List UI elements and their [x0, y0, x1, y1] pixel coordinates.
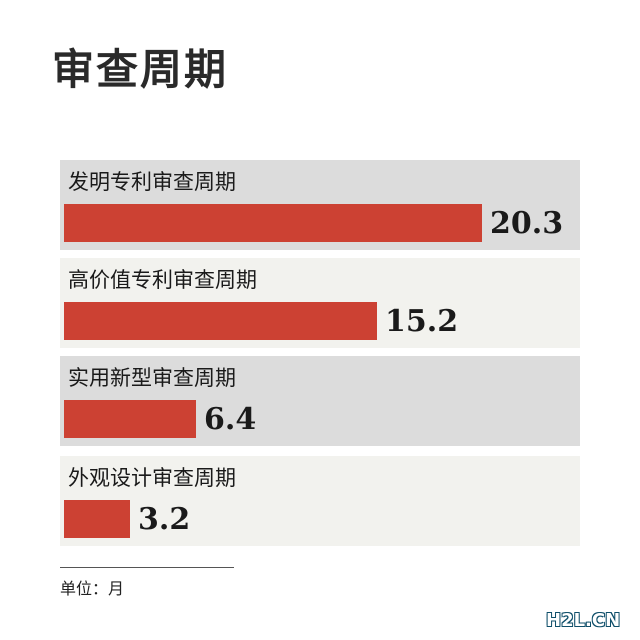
- bar: [64, 400, 196, 438]
- value-label: 15.2: [385, 304, 459, 339]
- bar: [64, 302, 377, 340]
- value-label: 6.4: [204, 402, 257, 437]
- category-label: 高价值专利审查周期: [68, 268, 257, 292]
- category-panel: 外观设计审查周期 3.2: [60, 456, 580, 546]
- watermark-logo: H2L.CN: [546, 610, 621, 631]
- category-label: 实用新型审查周期: [68, 366, 236, 390]
- unit-label: 单位：月: [60, 579, 125, 598]
- category-label: 外观设计审查周期: [68, 466, 236, 490]
- value-label: 3.2: [138, 502, 191, 537]
- bar: [64, 500, 130, 538]
- category-panel: 发明专利审查周期 20.3: [60, 160, 580, 250]
- value-label: 20.3: [490, 206, 564, 241]
- category-panel: 实用新型审查周期 6.4: [60, 356, 580, 446]
- chart-title: 审查周期: [52, 45, 229, 94]
- category-label: 发明专利审查周期: [68, 170, 236, 194]
- unit-divider: [60, 567, 234, 568]
- category-panel: 高价值专利审查周期 15.2: [60, 258, 580, 348]
- bar: [64, 204, 482, 242]
